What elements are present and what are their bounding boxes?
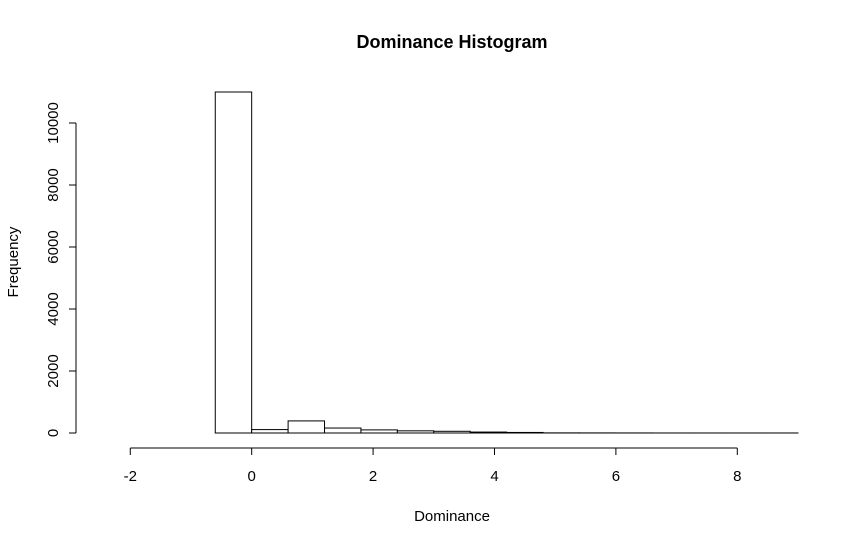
y-tick-label: 10000 bbox=[45, 102, 62, 144]
y-tick-label: 6000 bbox=[45, 230, 62, 263]
histogram-bar bbox=[287, 420, 326, 434]
x-axis-label: Dominance bbox=[414, 508, 490, 525]
x-tick-label: 6 bbox=[612, 468, 620, 485]
y-axis-label: Frequency bbox=[5, 226, 22, 297]
histogram-bar bbox=[396, 430, 435, 434]
histogram-bar bbox=[433, 430, 471, 434]
histogram-bar bbox=[506, 431, 544, 434]
x-tick-label: 0 bbox=[248, 468, 256, 485]
y-tick-label: 8000 bbox=[45, 168, 62, 201]
y-axis: 0 2000 4000 6000 8000 10000 bbox=[45, 102, 77, 437]
x-tick-label: -2 bbox=[124, 468, 137, 485]
x-tick-label: 8 bbox=[733, 468, 741, 485]
histogram-bar bbox=[214, 91, 253, 434]
histogram-bar bbox=[324, 427, 362, 434]
histogram-bar bbox=[469, 431, 508, 434]
y-tick-label: 4000 bbox=[45, 292, 62, 325]
y-tick-label: 2000 bbox=[45, 354, 62, 387]
histogram-bar bbox=[251, 429, 289, 434]
histogram-bar bbox=[360, 429, 398, 434]
x-tick-label: 4 bbox=[490, 468, 498, 485]
y-tick-label: 0 bbox=[45, 429, 62, 437]
x-axis: -2 0 2 4 6 8 bbox=[124, 447, 741, 485]
chart-title: Dominance Histogram bbox=[356, 32, 547, 52]
x-tick-label: 2 bbox=[369, 468, 377, 485]
bars-group bbox=[214, 91, 799, 434]
